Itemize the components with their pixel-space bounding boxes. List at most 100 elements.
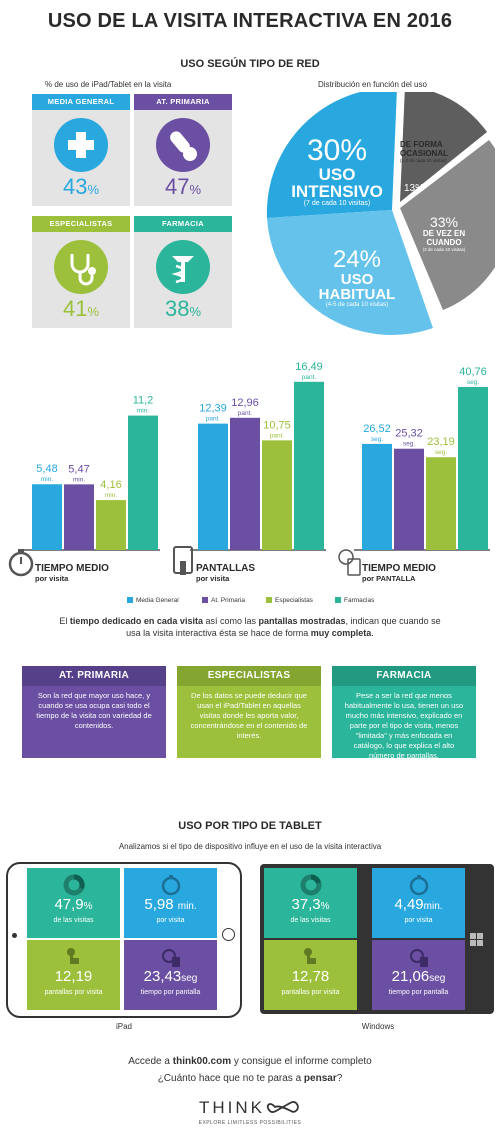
tile-label: por visita — [156, 917, 185, 924]
bar-unit-label: seg. — [371, 436, 383, 443]
ipad-label: iPad — [115, 1022, 132, 1031]
legend-farmacias: Farmacias — [335, 597, 374, 604]
donut-chart-icon — [63, 874, 85, 896]
card-especialistas: ESPECIALISTAS 41% — [32, 216, 130, 328]
pie-label: INTENSIVO — [291, 182, 383, 201]
pie-detail: (1-2 de cada 10 visitas) — [400, 158, 447, 163]
box-text: Son la red que mayor uso hace, y cuando … — [36, 691, 152, 730]
stopwatch-icon — [161, 875, 181, 896]
card-header: AT. PRIMARIA — [134, 94, 232, 110]
ipad-tile-time: 5,98 min. por visita — [124, 868, 217, 938]
bar-unit-label: min. — [73, 476, 85, 483]
bar-unit-label: pant. — [302, 374, 317, 381]
card-media-general: MEDIA GENERAL 43% — [32, 94, 130, 206]
bar-value-label: 4,16 — [100, 479, 121, 491]
bar-value-label: 26,52 — [363, 423, 391, 435]
chart-title: TIEMPO MEDIO — [35, 563, 109, 574]
pie-label: DE VEZ EN — [422, 229, 466, 238]
donut-chart-icon — [300, 874, 322, 896]
card-at-primaria: AT. PRIMARIA 47% — [134, 94, 232, 206]
tile-value: 12,19 — [54, 968, 93, 985]
hand-touch-icon — [304, 948, 316, 964]
pie-pct: 30% — [306, 134, 368, 167]
pie-slice-ocasional — [400, 92, 487, 202]
box-title: AT. PRIMARIA — [22, 666, 166, 686]
bar-1-1 — [32, 484, 62, 550]
bar-value-label: 5,47 — [68, 463, 89, 475]
bar-value-label: 25,32 — [395, 428, 423, 440]
card-value: 43% — [62, 174, 100, 199]
chart3-caption: TIEMPO MEDIO por PANTALLA — [362, 563, 436, 583]
legend-media-general: Media General — [127, 597, 179, 604]
ipad-tile-visits: 47,9% de las visitas — [27, 868, 120, 938]
pie-pct: 33% — [429, 214, 459, 230]
bar-1-4 — [128, 415, 158, 550]
pie-slice-vez — [400, 140, 495, 310]
bar-3-4 — [458, 386, 488, 550]
pie-label: HABITUAL — [318, 286, 396, 303]
tile-label: pantallas por visita — [44, 989, 103, 996]
tile-value: 37,3% — [291, 896, 330, 913]
stethoscope-icon — [54, 240, 108, 294]
legend-especialistas: Especialistas — [266, 597, 313, 604]
bar-value-label: 5,48 — [36, 463, 57, 475]
section-heading-tablet: USO POR TIPO DE TABLET — [178, 820, 322, 832]
windows-logo-icon — [470, 933, 484, 952]
tile-label: tiempo por pantalla — [388, 989, 449, 996]
pie-pct-ocasional: 13% — [404, 183, 425, 194]
tablet-touch-icon — [172, 545, 194, 582]
pie-label-vez: 33% DE VEZ EN CUANDO (3 de cada 10 visit… — [414, 215, 474, 252]
bar-2-3 — [262, 440, 292, 550]
tile-label: de las visitas — [53, 917, 94, 924]
chart1-caption: TIEMPO MEDIO por visita — [35, 563, 109, 583]
stopwatch-icon — [409, 875, 429, 896]
box-text: De los datos se puede deducir que usan e… — [190, 691, 308, 740]
chart-title: TIEMPO MEDIO — [362, 563, 436, 574]
usage-distribution-pie — [266, 92, 495, 336]
tile-value: 23,43seg — [143, 968, 198, 985]
pie-detail: (3 de cada 10 visitas) — [422, 247, 466, 252]
hand-touch-icon — [67, 948, 79, 964]
tile-label: tiempo por pantalla — [140, 989, 201, 996]
pie-slice-intensivo — [266, 92, 397, 218]
ipad-tile-persec: 23,43seg tiempo por pantalla — [124, 940, 217, 1010]
windows-tile-screens: 12,78 pantallas por visita — [264, 940, 357, 1010]
bar-1-3 — [96, 500, 126, 550]
tile-value: 47,9% — [54, 896, 93, 913]
stopwatch-tablet-icon — [162, 949, 180, 967]
logo-text: THINK — [199, 1098, 265, 1117]
left-caption: % de uso de iPad/Tablet en la visita — [45, 80, 172, 89]
card-value: 38% — [164, 296, 202, 321]
stopwatch-icon — [6, 547, 36, 582]
bar-unit-label: seg. — [435, 449, 447, 456]
bar-value-label: 40,76 — [459, 366, 487, 378]
bar-value-label: 10,75 — [263, 419, 291, 431]
box-text: Pese a ser la red que menos habitualment… — [344, 691, 464, 760]
tile-value: 21,06seg — [391, 968, 446, 985]
footer-line2: ¿Cuánto hace que no te paras a pensar? — [157, 1073, 343, 1084]
legend-at-primaria: At. Primaria — [202, 597, 245, 604]
windows-tile-persec: 21,06seg tiempo por pantalla — [372, 940, 465, 1010]
chart2-caption: PANTALLAS por visita — [196, 563, 255, 583]
bar-unit-label: pant. — [270, 432, 285, 439]
card-header: FARMACIA — [134, 216, 232, 232]
website-link[interactable]: think00.com — [172, 1056, 232, 1067]
tile-label: por visita — [404, 917, 433, 924]
page-title: USO DE LA VISITA INTERACTIVA EN 2016 — [47, 10, 453, 32]
tagline: EXPLORE LIMITLESS POSSIBILITIES — [198, 1120, 302, 1126]
bar-unit-label: min. — [137, 408, 149, 415]
box-at-primaria: AT. PRIMARIA Son la red que mayor uso ha… — [22, 666, 166, 758]
bar-unit-label: seg. — [403, 441, 415, 448]
infinity-icon — [266, 1101, 299, 1113]
pie-label: USO — [340, 271, 374, 288]
pie-label: CUANDO — [426, 238, 462, 247]
windows-label: Windows — [361, 1022, 395, 1031]
pie-label: DE FORMA — [400, 140, 443, 149]
bar-2-4 — [294, 381, 324, 550]
pie-detail: (7 de cada 10 visitas) — [303, 200, 371, 207]
box-farmacia: FARMACIA Pese a ser la red que menos hab… — [332, 666, 476, 760]
stopwatch-tablet-icon — [336, 545, 362, 582]
card-value: 41% — [62, 296, 100, 321]
bar-1-2 — [64, 484, 94, 550]
